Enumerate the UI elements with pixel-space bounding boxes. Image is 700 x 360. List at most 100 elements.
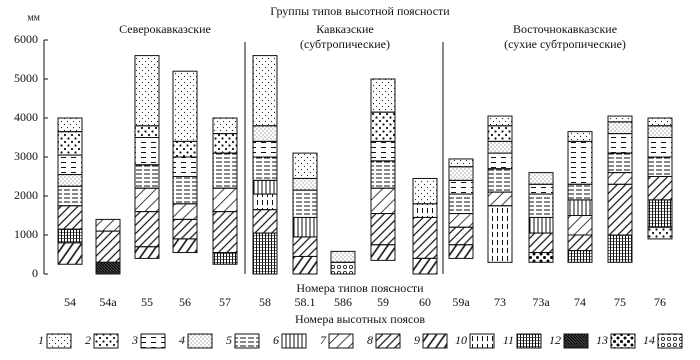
belt-segment xyxy=(134,55,160,127)
group-label: Кавказские xyxy=(316,22,373,36)
belt-segment xyxy=(172,176,198,205)
y-tick-label: 6000 xyxy=(14,32,38,46)
belt-segment xyxy=(57,117,83,133)
belt-segment xyxy=(528,216,554,234)
belt-segment xyxy=(567,215,593,236)
belt-segment xyxy=(487,140,513,154)
legend-label: 12 xyxy=(549,333,561,347)
y-tick-label: 1000 xyxy=(14,227,38,241)
belt-segment xyxy=(567,250,593,263)
belt-segment xyxy=(212,152,238,189)
belt-segment xyxy=(292,177,318,191)
group-label: Восточнокавказские xyxy=(513,22,617,36)
belt-segment xyxy=(448,179,474,195)
chart-title: Группы типов высотной поясности xyxy=(270,4,450,18)
belt-segment xyxy=(607,172,633,185)
belt-segment xyxy=(212,133,238,154)
belt-segment xyxy=(252,55,278,127)
legend-label: 8 xyxy=(367,333,373,347)
belt-segment xyxy=(647,137,673,158)
x-tick-label: 74 xyxy=(574,295,586,309)
x-tick-label: 55 xyxy=(141,295,153,309)
x-tick-label: 75 xyxy=(614,295,626,309)
group-label: (субтропические) xyxy=(300,37,390,51)
x-tick-label: 76 xyxy=(654,295,666,309)
belt-segment xyxy=(330,261,356,275)
belt-segment xyxy=(412,216,438,259)
belt-segment xyxy=(95,261,121,275)
belt-segment xyxy=(448,213,474,228)
belt-segment xyxy=(448,226,474,246)
belt-segment xyxy=(448,244,474,259)
belt-segment xyxy=(134,164,160,189)
belt-segment xyxy=(370,244,396,261)
x-tick-label: 54а xyxy=(99,295,117,309)
belt-segment xyxy=(567,199,593,216)
belt-segment xyxy=(134,211,160,248)
x-tick-label: 586 xyxy=(334,295,352,309)
belt-segment xyxy=(212,252,238,265)
belt-segment xyxy=(252,125,278,142)
x-tick-label: 58 xyxy=(259,295,271,309)
belt-segment xyxy=(212,187,238,213)
belt-segment xyxy=(95,230,121,263)
belt-segment xyxy=(647,117,673,127)
belt-segment xyxy=(487,125,513,142)
belt-segment xyxy=(252,209,278,234)
legend-label: 11 xyxy=(503,333,514,347)
y-unit: мм xyxy=(27,12,40,23)
legend-swatch xyxy=(516,333,542,349)
legend-swatch xyxy=(469,333,495,349)
belt-segment xyxy=(528,232,554,254)
y-tick-label: 4000 xyxy=(14,110,38,124)
belt-segment xyxy=(448,158,474,168)
belt-segment xyxy=(487,152,513,170)
legend-label: 1 xyxy=(38,333,44,347)
belt-segment xyxy=(607,133,633,154)
belt-segment xyxy=(252,140,278,158)
belt-segment xyxy=(567,131,593,142)
x-tick-label: 57 xyxy=(219,295,231,309)
belt-segment xyxy=(647,199,673,228)
belt-segment xyxy=(567,234,593,252)
legend-swatch xyxy=(93,333,119,349)
x-tick-label: 73 xyxy=(494,295,506,309)
belt-segment xyxy=(487,205,513,263)
legend-label: 5 xyxy=(226,333,232,347)
belt-segment xyxy=(647,176,673,201)
legend-label: 3 xyxy=(131,333,138,347)
legend-swatch xyxy=(422,333,448,349)
belt-segment xyxy=(528,252,554,263)
legend-label: 2 xyxy=(85,333,91,347)
legend-label: 9 xyxy=(414,333,420,347)
belt-segment xyxy=(607,121,633,135)
belt-segment xyxy=(330,250,356,263)
belt-segment xyxy=(172,203,198,220)
belt-segment xyxy=(57,205,83,230)
belt-segment xyxy=(370,111,396,142)
belt-segment xyxy=(172,238,198,254)
belt-segment xyxy=(370,187,396,215)
belt-segment xyxy=(370,160,396,189)
belt-segment xyxy=(370,213,396,246)
x-tick-label: 60 xyxy=(419,295,431,309)
legend-label: 10 xyxy=(455,333,467,347)
belt-segment xyxy=(647,226,673,240)
belt-segment xyxy=(134,125,160,139)
belt-segment xyxy=(448,193,474,215)
legend-swatch xyxy=(563,333,589,349)
belt-segment xyxy=(57,174,83,187)
legend-swatch xyxy=(657,333,683,349)
belt-segment xyxy=(172,218,198,240)
belt-segment xyxy=(607,234,633,263)
y-tick-label: 2000 xyxy=(14,188,38,202)
y-tick-label: 0 xyxy=(32,266,38,280)
belt-segment xyxy=(134,187,160,213)
belt-segment xyxy=(57,154,83,176)
belt-segment xyxy=(487,191,513,207)
belt-segment xyxy=(134,137,160,166)
legend-swatch xyxy=(187,333,213,349)
x-tick-label: 59 xyxy=(377,295,389,309)
legend-label: 14 xyxy=(643,333,655,347)
